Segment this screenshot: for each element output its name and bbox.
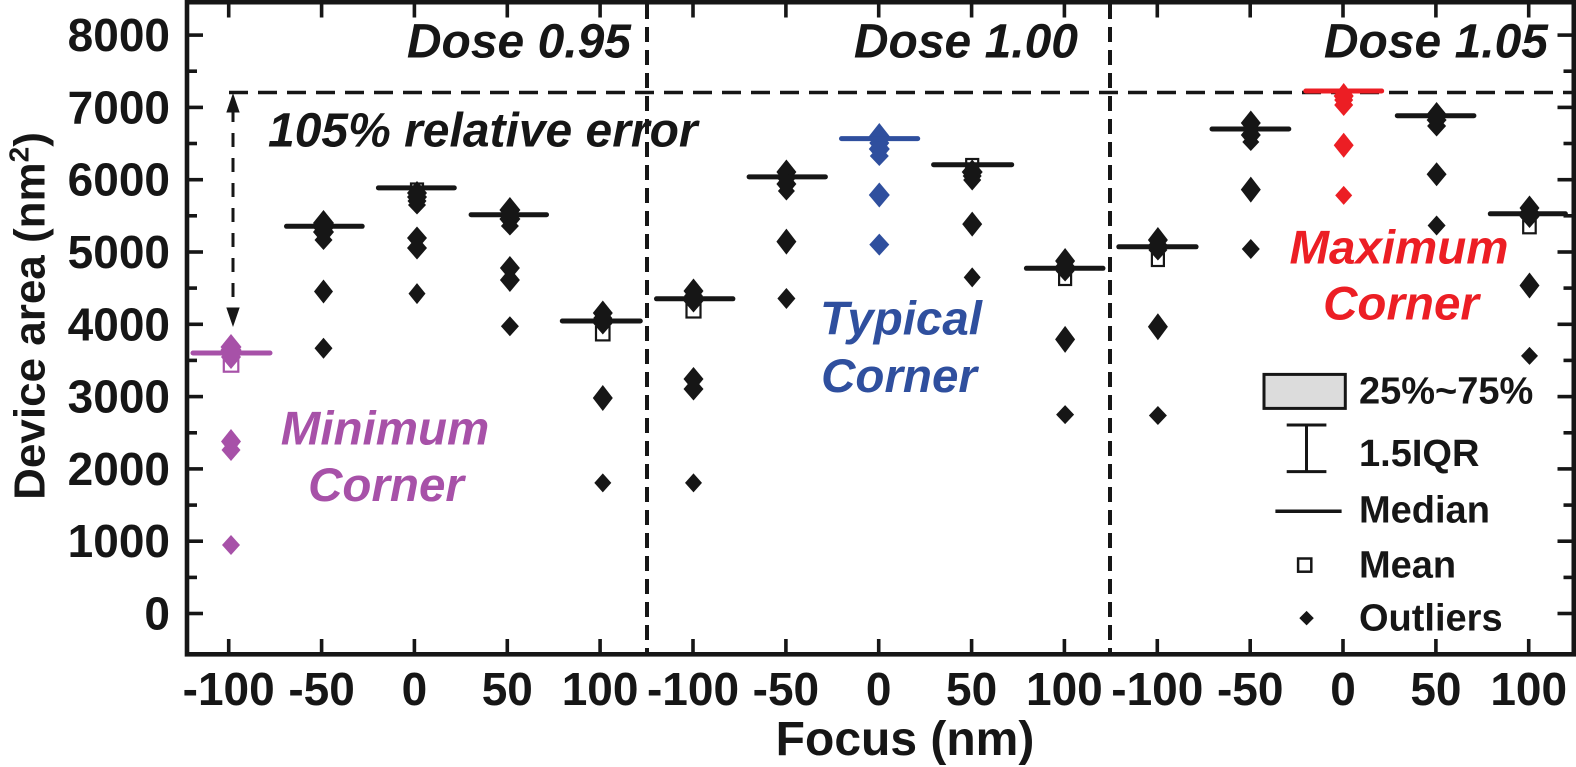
svg-text:50: 50 — [1410, 663, 1461, 715]
svg-text:-50: -50 — [288, 663, 354, 715]
svg-text:Maximum: Maximum — [1289, 222, 1508, 275]
svg-text:50: 50 — [946, 663, 997, 715]
svg-text:0: 0 — [866, 663, 892, 715]
svg-text:1000: 1000 — [68, 515, 170, 567]
svg-text:-100: -100 — [183, 663, 275, 715]
svg-text:-50: -50 — [1217, 663, 1283, 715]
svg-text:Dose 1.00: Dose 1.00 — [854, 16, 1078, 69]
svg-text:Dose 0.95: Dose 0.95 — [407, 16, 632, 69]
svg-text:-50: -50 — [753, 663, 819, 715]
svg-text:Mean: Mean — [1359, 544, 1456, 586]
svg-text:Dose 1.05: Dose 1.05 — [1324, 16, 1549, 69]
svg-text:Corner: Corner — [308, 459, 466, 512]
svg-text:Typical: Typical — [820, 293, 984, 346]
svg-text:50: 50 — [482, 663, 533, 715]
svg-text:4000: 4000 — [68, 298, 170, 350]
svg-text:3000: 3000 — [68, 371, 170, 423]
svg-text:Median: Median — [1359, 490, 1490, 532]
svg-text:Outliers: Outliers — [1359, 597, 1503, 639]
svg-text:Device area (nm2): Device area (nm2) — [4, 132, 55, 500]
svg-text:2000: 2000 — [68, 443, 170, 495]
svg-text:0: 0 — [402, 663, 428, 715]
svg-text:Corner: Corner — [1323, 278, 1481, 331]
svg-text:5000: 5000 — [68, 226, 170, 278]
svg-text:25%~75%: 25%~75% — [1359, 371, 1533, 413]
svg-text:100: 100 — [1490, 663, 1567, 715]
svg-text:100: 100 — [562, 663, 639, 715]
svg-text:1.5IQR: 1.5IQR — [1359, 433, 1479, 475]
svg-text:8000: 8000 — [68, 9, 170, 61]
svg-text:-100: -100 — [647, 663, 739, 715]
svg-text:-100: -100 — [1111, 663, 1203, 715]
svg-text:Minimum: Minimum — [281, 403, 489, 456]
svg-text:Corner: Corner — [821, 350, 979, 403]
svg-text:100: 100 — [1026, 663, 1103, 715]
svg-text:Focus (nm): Focus (nm) — [776, 713, 1035, 766]
svg-text:0: 0 — [144, 588, 170, 640]
svg-text:0: 0 — [1330, 663, 1356, 715]
svg-text:7000: 7000 — [68, 81, 170, 133]
svg-text:105% relative error: 105% relative error — [268, 105, 700, 158]
svg-text:6000: 6000 — [68, 154, 170, 206]
